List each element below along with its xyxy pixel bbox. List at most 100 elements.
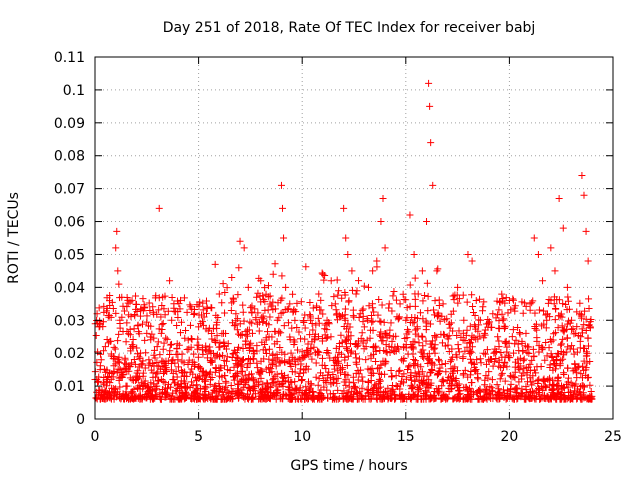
data-point	[419, 379, 427, 387]
data-point	[276, 343, 284, 351]
data-points	[91, 79, 596, 403]
data-point	[559, 355, 567, 363]
data-point	[411, 274, 419, 282]
data-point	[568, 316, 576, 324]
data-point	[150, 310, 158, 318]
data-point	[244, 332, 252, 340]
data-point	[437, 395, 445, 403]
data-point	[357, 366, 365, 374]
data-point	[391, 347, 399, 355]
data-point	[153, 370, 161, 378]
data-point	[129, 395, 137, 403]
data-point	[187, 343, 195, 351]
data-point	[128, 341, 136, 349]
data-point	[409, 345, 417, 353]
data-point	[435, 355, 443, 363]
data-point	[472, 297, 480, 305]
data-point	[119, 302, 127, 310]
data-point	[322, 379, 330, 386]
data-point	[213, 351, 221, 359]
data-point	[121, 395, 129, 403]
data-point	[449, 364, 457, 372]
data-point	[377, 218, 385, 226]
data-point	[107, 394, 115, 402]
data-point	[286, 300, 294, 308]
data-point	[149, 395, 157, 403]
data-point	[168, 293, 176, 301]
data-point	[367, 394, 375, 402]
data-point	[282, 377, 290, 385]
data-point	[430, 392, 438, 400]
data-point	[265, 345, 273, 353]
data-point	[510, 394, 518, 402]
data-point	[342, 381, 350, 389]
data-point	[385, 300, 393, 308]
data-point	[513, 384, 521, 392]
data-point	[541, 356, 549, 364]
data-point	[422, 395, 430, 403]
data-point	[474, 327, 482, 335]
data-point	[558, 313, 566, 321]
data-point	[180, 294, 188, 302]
data-point	[529, 345, 537, 353]
data-point	[242, 337, 250, 345]
data-point	[168, 340, 176, 348]
data-point	[522, 302, 530, 310]
data-point	[585, 295, 593, 303]
data-point	[232, 310, 240, 318]
data-point	[419, 333, 427, 341]
data-point	[396, 300, 404, 308]
data-point	[498, 290, 506, 298]
data-point	[133, 350, 141, 358]
data-point	[329, 379, 337, 387]
data-point	[362, 343, 370, 351]
data-point	[334, 367, 342, 375]
data-point	[259, 292, 267, 300]
data-point	[436, 317, 444, 325]
data-point	[133, 344, 141, 352]
data-point	[492, 355, 500, 363]
data-point	[121, 359, 129, 367]
data-point	[495, 337, 503, 345]
data-point	[454, 341, 462, 349]
data-point	[234, 386, 242, 394]
data-point	[573, 308, 581, 316]
data-point	[315, 319, 323, 327]
y-tick-label: 0.03	[54, 313, 85, 329]
data-point	[355, 355, 363, 363]
data-point	[481, 381, 489, 389]
data-point	[563, 334, 571, 342]
data-point	[211, 382, 219, 390]
data-point	[399, 290, 407, 298]
data-point	[294, 346, 302, 354]
data-point	[283, 306, 291, 314]
data-point	[520, 364, 528, 372]
data-point	[223, 387, 231, 395]
data-point	[343, 361, 351, 369]
data-point	[199, 299, 207, 307]
data-point	[566, 345, 574, 353]
data-point	[300, 316, 308, 324]
data-point	[311, 349, 319, 357]
data-point	[428, 366, 436, 374]
data-point	[314, 314, 322, 322]
data-point	[551, 267, 559, 275]
data-point	[251, 305, 259, 313]
data-point	[313, 304, 321, 312]
data-point	[99, 318, 107, 326]
data-point	[230, 376, 238, 384]
data-point	[572, 392, 580, 400]
data-point	[419, 342, 427, 350]
data-point	[177, 318, 185, 326]
data-point	[154, 377, 162, 385]
data-point	[325, 318, 333, 326]
chart-title: Day 251 of 2018, Rate Of TEC Index for r…	[163, 20, 536, 36]
data-point	[194, 345, 202, 353]
data-point	[135, 353, 143, 361]
data-point	[552, 365, 560, 373]
data-point	[410, 250, 418, 258]
data-point	[575, 362, 583, 370]
data-point	[542, 338, 550, 346]
data-point	[426, 102, 434, 110]
data-point	[199, 306, 207, 314]
